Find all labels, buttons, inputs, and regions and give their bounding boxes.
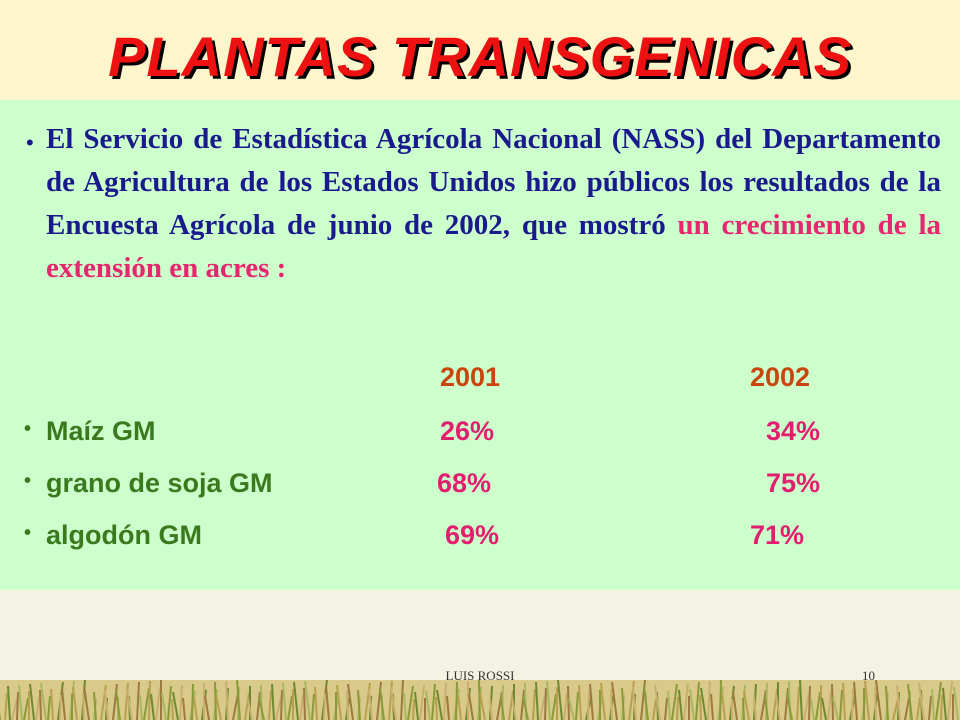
row-value: 71% <box>750 520 805 550</box>
row-label: Maíz GM <box>46 416 156 446</box>
row-value: 75% <box>766 468 821 498</box>
bullet: • <box>24 470 32 492</box>
row-value: 69% <box>445 520 500 550</box>
year-header: 2002 <box>750 362 811 392</box>
bullet: • <box>26 130 34 155</box>
title-band <box>0 0 960 100</box>
title: PLANTAS TRANSGENICAS <box>108 25 852 88</box>
content-panel <box>0 100 960 590</box>
row-value: 26% <box>440 416 495 446</box>
bullet: • <box>24 522 32 544</box>
year-header: 2001 <box>440 362 501 392</box>
page-number: 10 <box>862 668 875 683</box>
row-label: grano de soja GM <box>46 468 273 498</box>
paragraph-highlight: un crecimiento de la extensión en acres … <box>46 209 941 284</box>
row-value: 68% <box>437 468 492 498</box>
footer-author: LUIS ROSSI <box>445 668 515 683</box>
paragraph-text: El Servicio de Estadística Agrícola Naci… <box>46 123 941 241</box>
grass-border <box>0 680 960 720</box>
row-value: 34% <box>766 416 821 446</box>
paragraph: El Servicio de Estadística Agrícola Naci… <box>46 118 941 290</box>
row-label: algodón GM <box>46 520 202 550</box>
bullet: • <box>24 418 32 440</box>
